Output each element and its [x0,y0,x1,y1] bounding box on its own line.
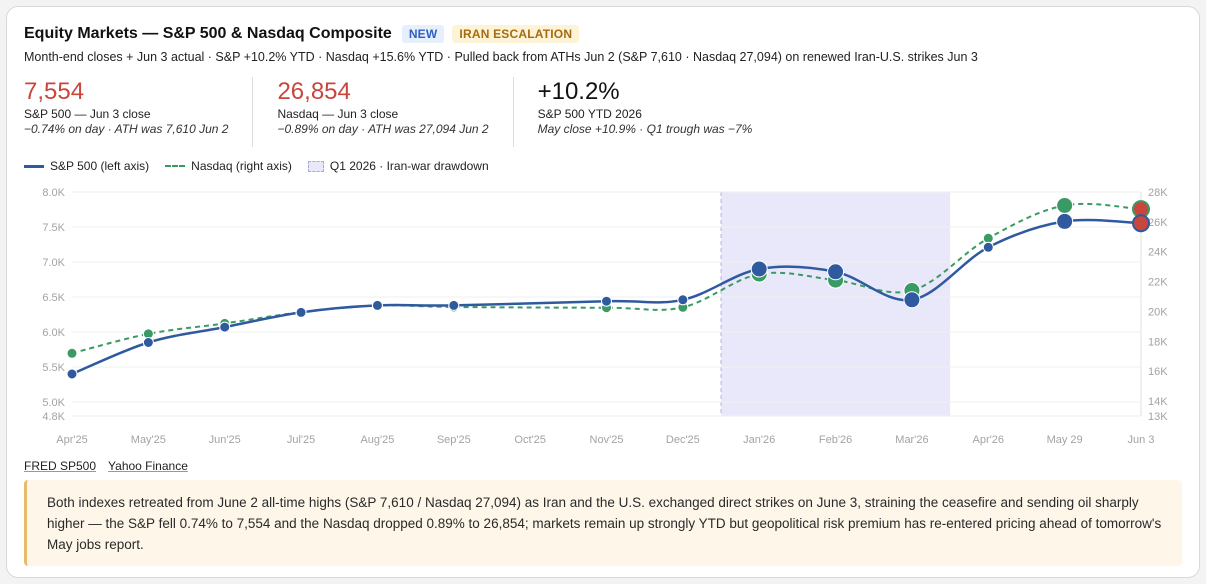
sp500-line [71,218,1142,376]
sp500-point [448,299,460,311]
x-axis-tick-label: Mar'26 [895,434,928,446]
x-axis-tick-label: Apr'26 [973,434,1004,446]
nasdaq-point [66,347,78,359]
legend-item-band[interactable]: Q1 2026 · Iran-war drawdown [307,159,489,173]
left-axis-tick-label: 7.5K [42,222,65,234]
sp500-point [219,321,231,333]
left-axis-tick-label: 5.5K [42,362,65,374]
right-axis-tick-label: 18K [1148,336,1168,348]
kpi-ytd-label: S&P 500 YTD 2026 [537,107,642,121]
x-axis-tick-label: Dec'25 [666,434,700,446]
kpi-sp500: 7,554 S&P 500 — Jun 3 close −0.74% on da… [24,77,252,147]
left-axis-tick-label: 4.8K [42,411,65,423]
sp500-point [982,241,994,253]
kpi-sp500-label: S&P 500 — Jun 3 close [24,107,151,121]
sp500-point [1056,212,1074,230]
sp500-point [903,291,921,309]
sp500-point [750,260,768,278]
kpi-sp500-value: 7,554 [24,78,85,105]
chart-legend: S&P 500 (left axis) Nasdaq (right axis) … [24,159,505,173]
chart-title: Equity Markets — S&P 500 & Nasdaq Compos… [24,25,392,42]
right-axis-tick-label: 13K [1148,411,1168,423]
legend-nasdaq-label: Nasdaq (right axis) [191,159,292,173]
right-axis-tick-label: 28K [1148,187,1168,199]
legend-item-sp500[interactable]: S&P 500 (left axis) [24,159,149,173]
x-axis-tick-label: Jul'25 [287,434,315,446]
sources: FRED SP500 Yahoo Finance [24,459,200,473]
title-row: Equity Markets — S&P 500 & Nasdaq Compos… [24,25,580,43]
iran-escalation-badge: IRAN ESCALATION [452,25,580,43]
sp500-point [677,294,689,306]
nasdaq-point [1056,196,1074,214]
analysis-note: Both indexes retreated from June 2 all-t… [24,480,1182,566]
kpi-row: 7,554 S&P 500 — Jun 3 close −0.74% on da… [24,77,776,147]
nasdaq-line [71,202,1142,355]
kpi-ytd-value: +10.2% [537,78,620,105]
kpi-ytd: +10.2% S&P 500 YTD 2026 May close +10.9%… [512,77,777,147]
left-axis-tick-label: 5.0K [42,397,65,409]
x-axis-tick-label: Aug'25 [360,434,394,446]
right-axis-tick-label: 14K [1148,396,1168,408]
kpi-nasdaq-label: Nasdaq — Jun 3 close [277,107,399,121]
x-axis-tick-label: Jun'25 [209,434,241,446]
legend-sp500-swatch [24,164,44,168]
kpi-nasdaq-note: −0.89% on day · ATH was 27,094 Jun 2 [277,122,489,136]
new-badge: NEW [401,25,445,43]
sp500-point [371,299,383,311]
legend-nasdaq-swatch [165,165,186,167]
x-axis-tick-label: Sep'25 [437,434,471,446]
sp500-point [1132,214,1150,233]
sp500-point [827,263,845,281]
left-axis-tick-label: 7.0K [42,257,65,269]
x-axis-tick-label: May'25 [131,434,166,446]
x-axis-tick-label: May 29 [1047,434,1083,446]
left-axis-tick-label: 8.0K [42,187,65,199]
chart-card: Equity Markets — S&P 500 & Nasdaq Compos… [6,6,1200,578]
legend-band-swatch [307,160,324,172]
legend-band-label: Q1 2026 · Iran-war drawdown [329,159,489,173]
left-axis-tick-label: 6.0K [42,327,65,339]
kpi-ytd-note: May close +10.9% · Q1 trough was −7% [537,122,753,136]
legend-sp500-label: S&P 500 (left axis) [50,159,150,173]
x-axis-tick-label: Oct'25 [514,434,545,446]
kpi-nasdaq-value: 26,854 [277,78,351,105]
x-axis-tick-label: Jan'26 [743,434,775,446]
x-axis-tick-label: Feb'26 [819,434,852,446]
chart-subtitle: Month-end closes + Jun 3 actual · S&P +1… [24,50,978,64]
x-axis-tick-label: Nov'25 [590,434,624,446]
right-axis-tick-label: 20K [1148,306,1168,318]
x-axis-tick-label: Apr'25 [56,434,87,446]
legend-item-nasdaq[interactable]: Nasdaq (right axis) [165,159,292,173]
right-axis-tick-label: 16K [1148,366,1168,378]
sp500-point [142,337,154,348]
kpi-sp500-note: −0.74% on day · ATH was 7,610 Jun 2 [24,122,229,136]
sp500-point [601,295,612,307]
left-axis-tick-label: 6.5K [42,292,65,304]
source-link-yahoo[interactable]: Yahoo Finance [108,459,188,473]
line-chart: 4.8K 5.0K 5.5K 6.0K 6.5K 7.0K 7.5K 8.0K 13K 14K 16… [42,187,1168,446]
right-axis-tick-label: 22K [1148,277,1168,289]
sp500-point [66,368,78,380]
right-axis-tick-label: 24K [1148,247,1168,259]
right-axis-tick-label: 26K [1148,217,1168,229]
sp500-point [295,306,307,318]
x-axis-tick-label: Jun 3 [1128,434,1155,446]
source-link-fred[interactable]: FRED SP500 [24,459,97,473]
nasdaq-point [982,232,994,244]
kpi-nasdaq: 26,854 Nasdaq — Jun 3 close −0.89% on da… [252,77,512,147]
